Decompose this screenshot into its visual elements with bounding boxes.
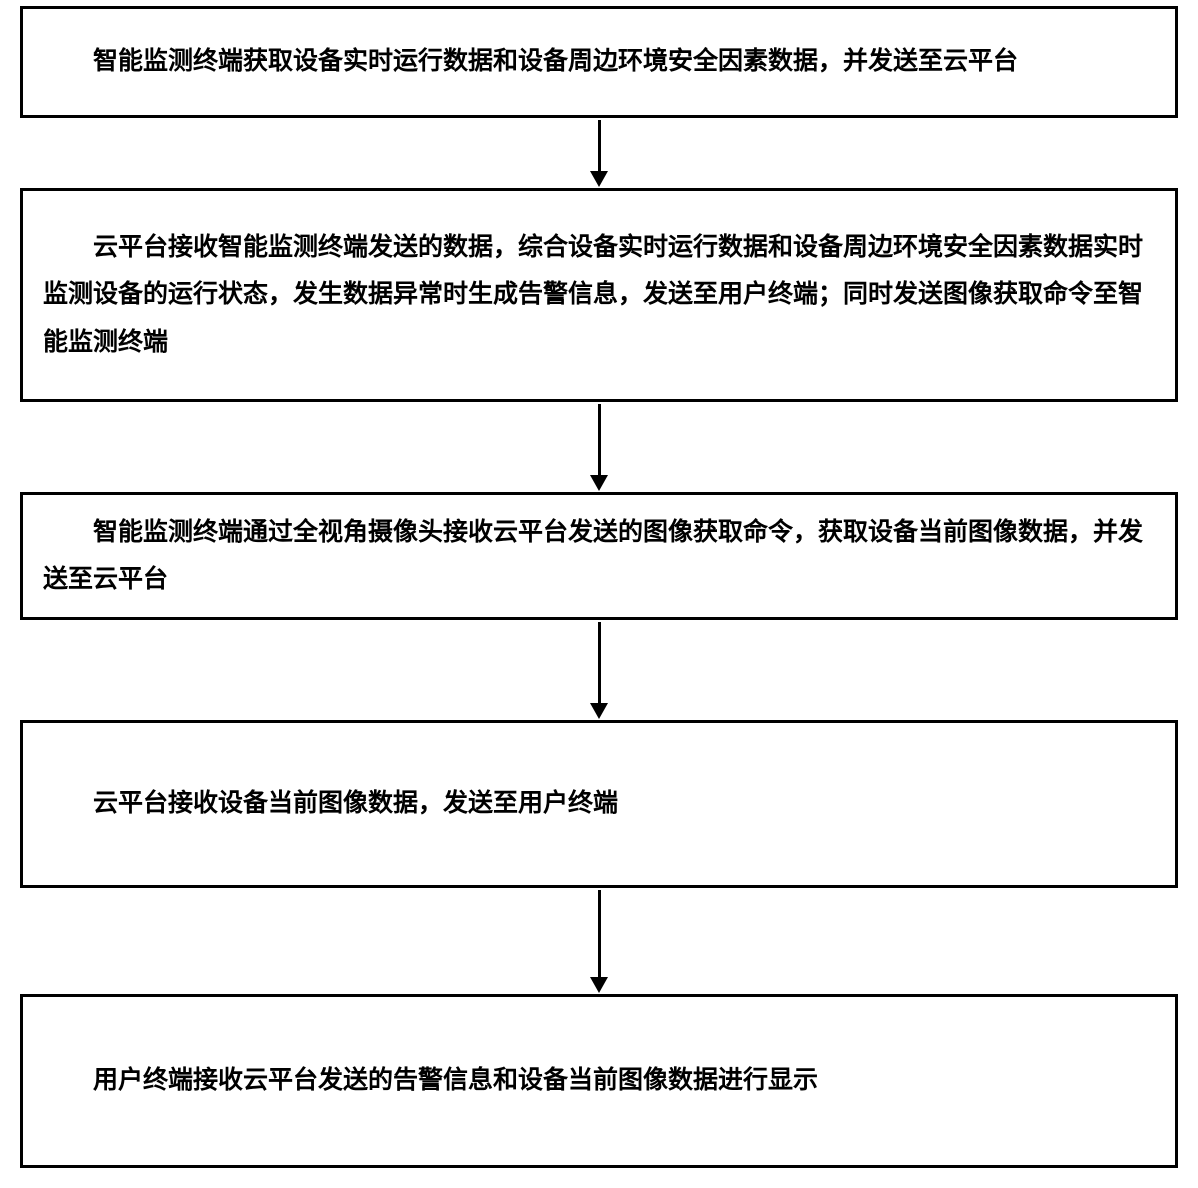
arrow-1-2 [590,120,608,187]
flow-step-4: 云平台接收设备当前图像数据，发送至用户终端 [20,720,1178,888]
flow-step-1-text: 智能监测终端获取设备实时运行数据和设备周边环境安全因素数据，并发送至云平台 [43,38,1018,86]
flow-step-2-text: 云平台接收智能监测终端发送的数据，综合设备实时运行数据和设备周边环境安全因素数据… [43,224,1155,367]
flow-step-3-text: 智能监测终端通过全视角摄像头接收云平台发送的图像获取命令，获取设备当前图像数据，… [43,509,1155,604]
flowchart-container: 智能监测终端获取设备实时运行数据和设备周边环境安全因素数据，并发送至云平台 云平… [0,0,1198,1188]
flow-step-3: 智能监测终端通过全视角摄像头接收云平台发送的图像获取命令，获取设备当前图像数据，… [20,492,1178,620]
flow-step-1: 智能监测终端获取设备实时运行数据和设备周边环境安全因素数据，并发送至云平台 [20,6,1178,118]
flow-step-5: 用户终端接收云平台发送的告警信息和设备当前图像数据进行显示 [20,994,1178,1168]
flow-step-2: 云平台接收智能监测终端发送的数据，综合设备实时运行数据和设备周边环境安全因素数据… [20,188,1178,402]
arrow-4-5 [590,890,608,993]
arrow-2-3 [590,404,608,491]
flow-step-5-text: 用户终端接收云平台发送的告警信息和设备当前图像数据进行显示 [43,1057,818,1105]
arrow-3-4 [590,622,608,719]
flow-step-4-text: 云平台接收设备当前图像数据，发送至用户终端 [43,780,618,828]
